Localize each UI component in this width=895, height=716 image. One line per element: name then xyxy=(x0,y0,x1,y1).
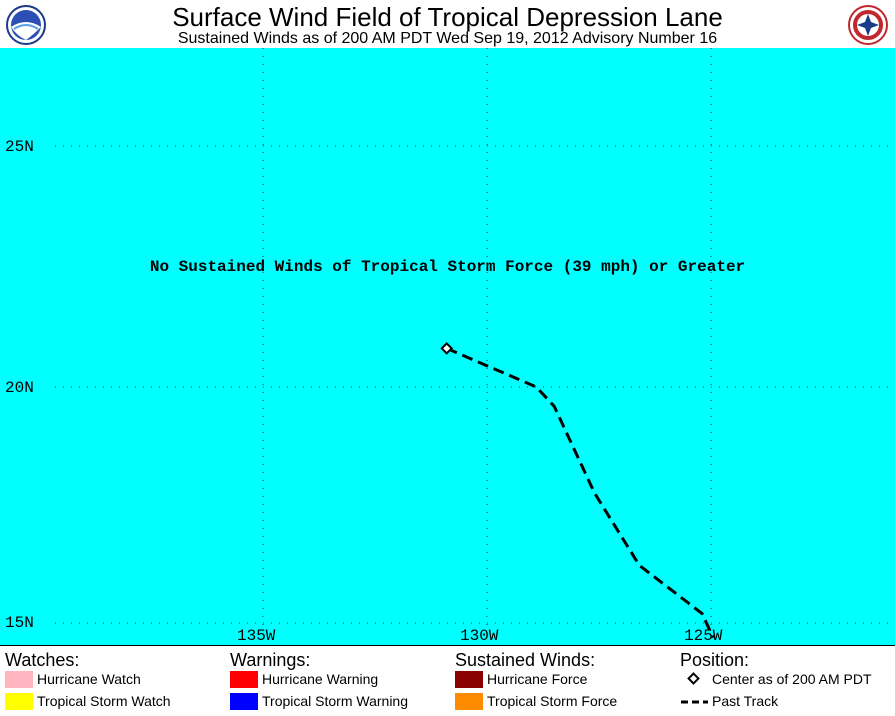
noaa-logo xyxy=(6,5,46,45)
lat-label-25n: 25N xyxy=(5,138,34,156)
lon-label-130w: 130W xyxy=(460,627,499,645)
swatch-tropical-storm-watch xyxy=(5,693,33,710)
legend-label: Tropical Storm Warning xyxy=(262,693,409,709)
legend-heading-watches: Watches: xyxy=(5,650,80,670)
map-graticule xyxy=(55,48,895,639)
legend-heading-warnings: Warnings: xyxy=(230,650,311,670)
page-subtitle: Sustained Winds as of 200 AM PDT Wed Sep… xyxy=(177,30,718,47)
map-area: 25N 20N 15N 135W 130W 125W No Sustained … xyxy=(0,48,895,646)
storm-center-marker xyxy=(440,342,454,355)
legend-label: Tropical Storm Force xyxy=(487,693,618,709)
swatch-hurricane-warning xyxy=(230,671,258,688)
past-track-line xyxy=(446,347,715,639)
legend-label: Hurricane Warning xyxy=(262,671,379,687)
swatch-hurricane-force xyxy=(455,671,483,688)
swatch-tropical-storm-force xyxy=(455,693,483,710)
page-title: Surface Wind Field of Tropical Depressio… xyxy=(172,2,723,32)
legend-heading-winds: Sustained Winds: xyxy=(455,650,596,670)
no-winds-notice: No Sustained Winds of Tropical Storm For… xyxy=(149,258,746,276)
diamond-icon xyxy=(687,672,700,685)
legend-label: Hurricane Watch xyxy=(37,671,141,687)
legend-heading-position: Position: xyxy=(680,650,750,670)
lon-label-135w: 135W xyxy=(237,627,276,645)
header: Surface Wind Field of Tropical Depressio… xyxy=(0,0,895,48)
lat-label-20n: 20N xyxy=(5,379,34,397)
legend-label: Past Track xyxy=(712,693,779,709)
legend-label: Center as of 200 AM PDT xyxy=(712,671,872,687)
legend-label: Hurricane Force xyxy=(487,671,588,687)
nws-logo xyxy=(848,5,888,45)
lon-label-125w: 125W xyxy=(684,627,723,645)
swatch-hurricane-watch xyxy=(5,671,33,688)
legend-label: Tropical Storm Watch xyxy=(37,693,171,709)
lat-label-15n: 15N xyxy=(5,614,34,632)
swatch-tropical-storm-warning xyxy=(230,693,258,710)
dashed-line-icon xyxy=(681,700,708,704)
legend: Watches: Hurricane Watch Tropical Storm … xyxy=(0,646,895,716)
